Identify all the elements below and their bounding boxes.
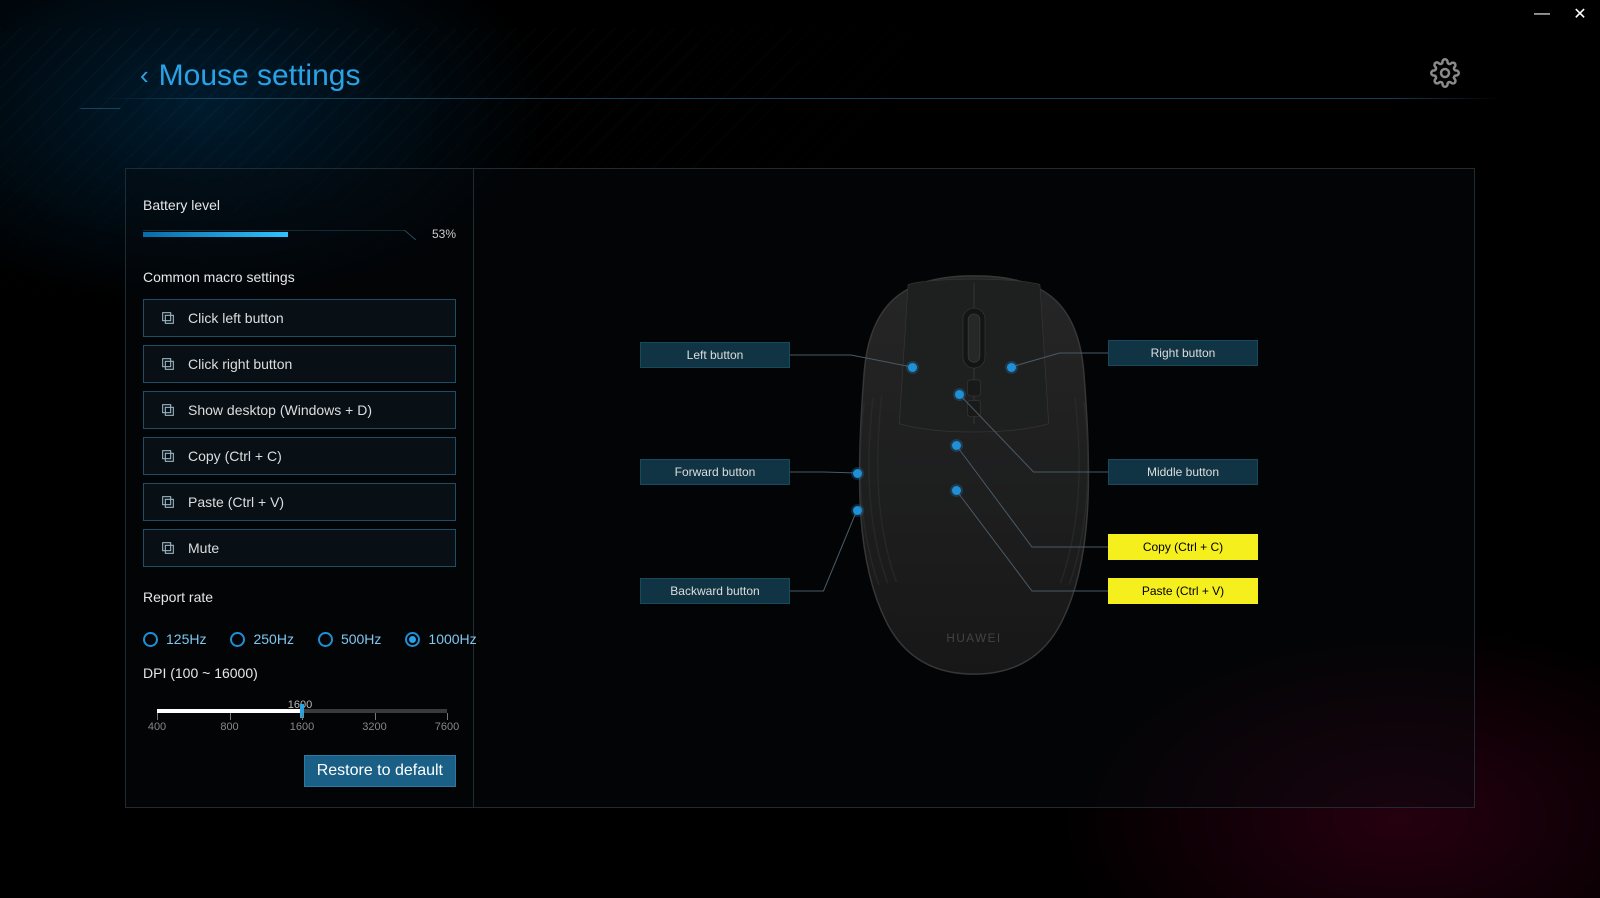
mouse-button-label[interactable]: Right button [1108,340,1258,366]
gear-icon [1430,58,1460,88]
radio-label: 500Hz [341,631,381,647]
macro-label: Show desktop (Windows + D) [188,402,372,418]
report-rate-option[interactable]: 500Hz [318,631,381,647]
mouse-diagram: HUAWEI Left button Forward button Backward… [474,169,1474,807]
macro-label: Click right button [188,356,292,372]
minimize-button[interactable]: — [1532,4,1552,24]
radio-icon [143,632,158,647]
anchor-node [952,486,961,495]
macro-label: Mute [188,540,219,556]
macro-item[interactable]: Copy (Ctrl + C) [143,437,456,475]
page-title: Mouse settings [159,59,361,93]
macro-label: Paste (Ctrl + V) [188,494,284,510]
close-button[interactable]: ✕ [1570,4,1590,24]
radio-label: 125Hz [166,631,206,647]
macro-item[interactable]: Mute [143,529,456,567]
macro-section-label: Common macro settings [143,269,456,285]
macro-label: Click left button [188,310,284,326]
radio-label: 250Hz [253,631,293,647]
report-rate-option[interactable]: 250Hz [230,631,293,647]
anchor-node [853,506,862,515]
copy-stack-icon [154,310,182,326]
macro-item[interactable]: Click right button [143,345,456,383]
report-rate-option[interactable]: 1000Hz [405,631,476,647]
anchor-node [952,441,961,450]
mouse-illustration: HUAWEI [819,270,1129,680]
mouse-button-label[interactable]: Left button [640,342,790,368]
mouse-button-label[interactable]: Copy (Ctrl + C) [1108,534,1258,560]
main-panel: Battery level 53% Common macro settings … [125,168,1475,808]
radio-label: 1000Hz [428,631,476,647]
report-rate-options: 125Hz250Hz500Hz1000Hz [143,631,456,647]
restore-default-button[interactable]: Restore to default [304,755,456,787]
radio-icon [318,632,333,647]
radio-icon [405,632,420,647]
battery-percent: 53% [432,227,456,241]
anchor-node [1007,363,1016,372]
macro-list: Click left button Click right button Show … [143,299,456,567]
macro-label: Copy (Ctrl + C) [188,448,282,464]
mouse-button-label[interactable]: Backward button [640,578,790,604]
battery-meter: 53% [143,227,456,241]
close-icon: ✕ [1573,4,1586,24]
back-icon: ‹ [140,60,149,91]
copy-stack-icon [154,402,182,418]
copy-stack-icon [154,540,182,556]
copy-stack-icon [154,494,182,510]
mouse-button-label[interactable]: Paste (Ctrl + V) [1108,578,1258,604]
settings-sidebar: Battery level 53% Common macro settings … [126,169,474,807]
dpi-slider[interactable]: 1600 400800160032007600 [143,699,456,721]
minimize-icon: — [1534,5,1550,23]
report-rate-label: Report rate [143,589,456,605]
radio-icon [230,632,245,647]
anchor-node [853,469,862,478]
titlebar: — ✕ [0,0,1600,28]
macro-item[interactable]: Paste (Ctrl + V) [143,483,456,521]
copy-stack-icon [154,356,182,372]
settings-button[interactable] [1430,58,1460,93]
report-rate-option[interactable]: 125Hz [143,631,206,647]
anchor-node [908,363,917,372]
header: ‹ Mouse settings [0,58,1600,93]
mouse-button-label[interactable]: Middle button [1108,459,1258,485]
copy-stack-icon [154,448,182,464]
mouse-button-label[interactable]: Forward button [640,459,790,485]
macro-item[interactable]: Click left button [143,299,456,337]
anchor-node [955,390,964,399]
breadcrumb[interactable]: ‹ Mouse settings [140,59,360,93]
battery-label: Battery level [143,197,456,213]
svg-text:HUAWEI: HUAWEI [946,632,1001,645]
dpi-label: DPI (100 ~ 16000) [143,665,456,681]
macro-item[interactable]: Show desktop (Windows + D) [143,391,456,429]
